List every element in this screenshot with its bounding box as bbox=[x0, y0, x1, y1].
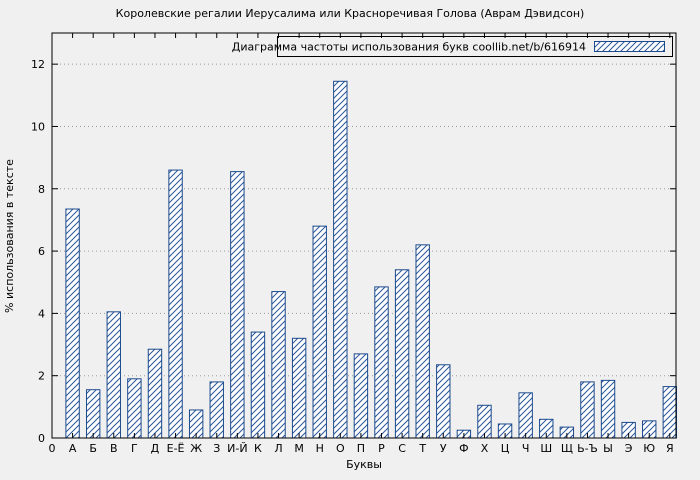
x-axis-label: Буквы bbox=[346, 458, 382, 471]
x-tick-label: Х bbox=[481, 442, 489, 455]
y-tick-label: 12 bbox=[31, 58, 45, 71]
y-tick-label: 8 bbox=[38, 183, 45, 196]
x-tick-label: 0 bbox=[49, 442, 56, 455]
x-tick-label: Ю bbox=[643, 442, 655, 455]
bar bbox=[662, 386, 678, 439]
bar bbox=[394, 269, 410, 439]
x-tick-label: У bbox=[440, 442, 447, 455]
bar bbox=[518, 392, 533, 439]
x-tick-label: Ж bbox=[190, 442, 202, 455]
x-tick-label: З bbox=[213, 442, 220, 455]
legend-swatch bbox=[594, 41, 665, 52]
x-tick-label: М bbox=[294, 442, 304, 455]
x-tick-label: И-Й bbox=[227, 442, 247, 455]
bar bbox=[106, 311, 121, 439]
x-tick-label: Д bbox=[151, 442, 160, 455]
bar bbox=[333, 80, 348, 439]
x-tick-label: Ч bbox=[522, 442, 530, 455]
y-axis-label: % использования в тексте bbox=[3, 159, 16, 313]
bar bbox=[600, 379, 616, 439]
bar bbox=[230, 171, 245, 439]
bar bbox=[65, 208, 80, 439]
x-tick-label: Т bbox=[418, 442, 426, 455]
plot-border bbox=[51, 32, 677, 439]
y-tick-label: 10 bbox=[31, 120, 45, 133]
x-tick-label: Л bbox=[274, 442, 282, 455]
bar bbox=[291, 337, 307, 439]
legend-frame bbox=[277, 36, 673, 57]
bar bbox=[374, 286, 389, 439]
bar bbox=[85, 389, 101, 439]
bar bbox=[168, 169, 183, 439]
x-tick-label: С bbox=[398, 442, 406, 455]
legend: Диаграмма частоты использования букв coo… bbox=[232, 36, 673, 57]
x-tick-label: Я bbox=[666, 442, 674, 455]
x-tick-label: Е-Ё bbox=[167, 442, 185, 455]
x-tick-label: Р bbox=[378, 442, 385, 455]
x-tick-label: Ь-Ъ bbox=[577, 442, 598, 455]
bar bbox=[580, 381, 595, 439]
gridlines bbox=[52, 63, 676, 377]
x-tick-label: Ц bbox=[501, 442, 510, 455]
bar bbox=[209, 381, 224, 439]
bar-series bbox=[65, 80, 678, 439]
chart-title: Королевские регалии Иерусалима или Красн… bbox=[116, 7, 585, 20]
bar bbox=[250, 331, 266, 439]
bar bbox=[271, 291, 286, 439]
legend-label: Диаграмма частоты использования букв coo… bbox=[232, 41, 586, 54]
x-tick-label: А bbox=[69, 442, 77, 455]
bar bbox=[415, 244, 430, 439]
y-tick-label: 4 bbox=[38, 307, 45, 320]
bar bbox=[353, 353, 369, 439]
x-tick-label: Э bbox=[625, 442, 633, 455]
bar bbox=[127, 378, 142, 439]
x-tick-label: Щ bbox=[561, 442, 573, 455]
x-tick-label: Б bbox=[89, 442, 97, 455]
bar bbox=[312, 225, 327, 439]
y-tick-label: 6 bbox=[38, 245, 45, 258]
y-tick-label: 0 bbox=[38, 432, 45, 445]
x-tick-label: К bbox=[254, 442, 262, 455]
x-tick-label: В bbox=[110, 442, 118, 455]
x-tick-label: Н bbox=[316, 442, 324, 455]
bar bbox=[436, 364, 451, 439]
bar bbox=[147, 348, 163, 439]
x-tick-label: Ф bbox=[459, 442, 468, 455]
x-tick-label: Ы bbox=[603, 442, 613, 455]
axis-tickmarks bbox=[52, 33, 676, 439]
x-tick-label: П bbox=[357, 442, 365, 455]
y-tick-label: 2 bbox=[38, 370, 45, 383]
x-tick-label: О bbox=[336, 442, 345, 455]
x-tick-label: Ш bbox=[540, 442, 552, 455]
x-tick-label: Г bbox=[131, 442, 138, 455]
